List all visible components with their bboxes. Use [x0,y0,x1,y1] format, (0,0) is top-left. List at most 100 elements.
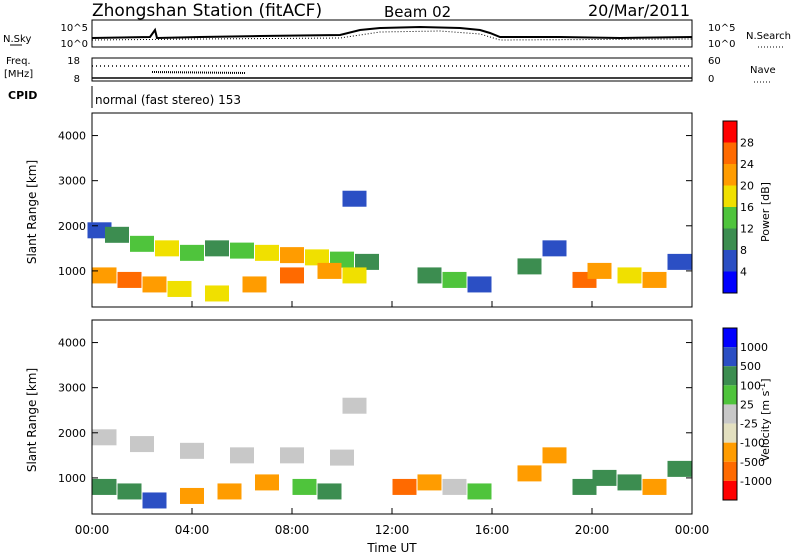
velocity-cell [142,492,167,509]
velocity-cbar-tick: -1000 [740,475,772,488]
power-cell [342,190,367,207]
noise-panel: N.Sky 10^5 10^0 10^5 10^0 N.Search [3,19,791,50]
velocity-cbar-swatch [723,366,737,386]
power-cbar-swatch [723,142,737,164]
power-cbar-swatch [723,185,737,207]
power-cell [280,247,304,264]
nsearch-label: N.Search [746,31,791,42]
velocity-cell [342,397,367,414]
freq-panel: Freq. [MHz] 18 8 60 0 Nave [4,56,776,85]
velocity-cbar-tick: 1000 [740,341,768,354]
velocity-cbar-swatch [723,328,737,348]
power-cell [342,267,367,284]
mhz-label: [MHz] [4,69,33,80]
velocity-cell [572,478,597,495]
x-axis-label: Time UT [366,541,417,554]
power-cbar-label: Power [dB] [759,182,772,242]
power-cell [130,235,154,252]
nsky-tick-top: 10^5 [61,23,88,34]
velocity-cbar-swatch [723,404,737,424]
velocity-cbar-label-end: ] [759,378,772,382]
x-tick-label: 08:00 [275,523,310,537]
velocity-cell [542,447,567,464]
power-cell [442,271,467,288]
power-cbar-swatch [723,121,737,143]
power-ytick-label: 1000 [58,265,86,278]
power-panel: 1000 2000 3000 4000 Slant Range [km] 4 8 12 16… [25,112,772,308]
velocity-cell [592,469,617,486]
power-cbar-tick: 28 [740,137,754,150]
velocity-cbar-label-main: Velocity [m s [759,390,772,461]
velocity-cell [92,478,117,495]
power-cbar-swatch [723,207,737,229]
power-ytick-label: 4000 [58,130,86,143]
velocity-ytick-label: 1000 [58,472,86,485]
velocity-cell [317,483,342,500]
nsky-trace [91,25,693,40]
power-cell [92,267,117,284]
velocity-cell [230,447,254,464]
power-cell [230,242,254,259]
power-cbar-tick: 12 [740,223,754,236]
velocity-ytick-label: 3000 [58,382,86,395]
power-cbar-frame [722,120,738,294]
velocity-cell [280,447,304,464]
power-cell [467,276,492,293]
x-tick-label: 12:00 [375,523,410,537]
velocity-colorbar: -1000 -500 -100 -25 25 100 500 1000 [722,327,772,501]
x-axis: 00:00 04:00 08:00 12:00 16:00 20:00 00:00 [75,301,709,537]
velocity-cbar-tick: 500 [740,360,761,373]
x-tick-label: 16:00 [475,523,510,537]
power-cbar-swatch [723,250,737,272]
velocity-cbar-swatch [723,480,737,500]
x-tick-label: 20:00 [575,523,610,537]
freq-tick-bottom: 8 [74,74,80,85]
station-title: Zhongshan Station (fitACF) [92,1,322,21]
power-cell [167,280,192,297]
power-cbar-tick: 16 [740,201,754,214]
power-cell [105,226,129,243]
velocity-cbar-tick: 100 [740,379,761,392]
power-ytick-label: 2000 [58,220,86,233]
velocity-cell [217,483,242,500]
velocity-yticks: 1000 2000 3000 4000 [58,337,692,485]
power-cell [280,267,304,284]
velocity-cbar-label: Velocity [m s-1] [758,378,772,461]
power-colorbar: 4 8 12 16 20 24 28 [722,120,754,294]
nsky-label: N.Sky [3,34,31,45]
velocity-cell [392,478,417,495]
velocity-cbar-swatch [723,442,737,462]
velocity-cbar-swatch [723,347,737,367]
power-cbar-swatch [723,164,737,186]
power-cell [667,253,692,270]
power-cell [255,244,279,261]
power-yticks: 1000 2000 3000 4000 [58,130,692,278]
velocity-cell [442,478,467,495]
power-cell [242,276,267,293]
power-cell [117,271,142,288]
freq-trace-low [151,71,247,74]
velocity-cbar-swatch [723,423,737,443]
velocity-cell [180,442,204,459]
velocity-cell [92,429,117,446]
power-cbar-tick: 8 [740,244,747,257]
power-cell [305,249,329,266]
x-tick-label: 00:00 [75,523,110,537]
power-cell [417,267,442,284]
velocity-ylabel: Slant Range [km] [25,368,39,472]
beam-title: Beam 02 [384,3,451,21]
velocity-ytick-label: 4000 [58,337,86,350]
power-cells [87,190,692,302]
power-ytick-label: 3000 [58,175,86,188]
velocity-cbar-tick: -500 [740,456,765,469]
power-cell [355,253,379,270]
power-cell [517,258,542,275]
velocity-cell [292,478,317,495]
freq-tick-top: 18 [67,56,80,67]
velocity-cell [330,449,354,466]
velocity-cbar-tick: 25 [740,398,754,411]
power-cell [542,240,567,257]
nsky-tick-bottom: 10^0 [61,39,88,50]
velocity-cell [117,483,142,500]
velocity-cell [617,474,642,491]
